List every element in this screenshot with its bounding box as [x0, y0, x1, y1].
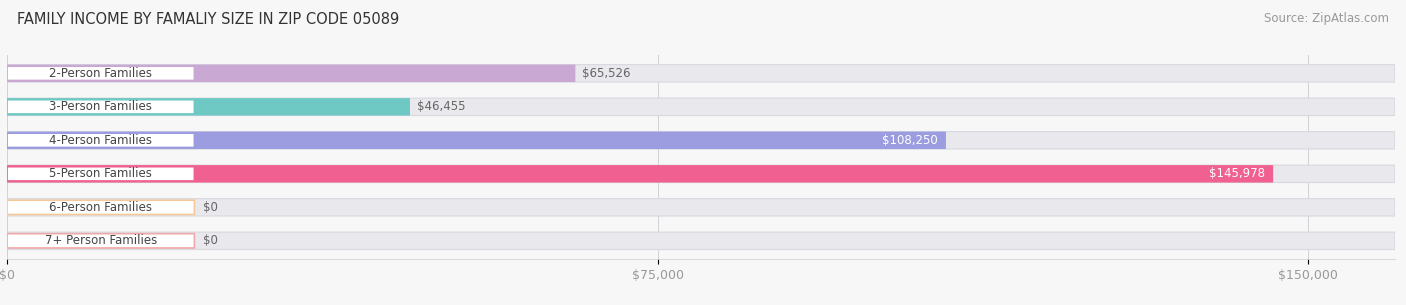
FancyBboxPatch shape: [7, 66, 194, 81]
Text: 2-Person Families: 2-Person Families: [49, 67, 152, 80]
Text: 3-Person Families: 3-Person Families: [49, 100, 152, 113]
Text: $0: $0: [202, 234, 218, 247]
FancyBboxPatch shape: [7, 132, 1395, 149]
FancyBboxPatch shape: [7, 65, 575, 82]
Text: 7+ Person Families: 7+ Person Families: [45, 234, 157, 247]
FancyBboxPatch shape: [7, 234, 194, 248]
FancyBboxPatch shape: [7, 165, 1395, 182]
Text: $0: $0: [202, 201, 218, 214]
FancyBboxPatch shape: [7, 199, 1395, 216]
FancyBboxPatch shape: [7, 65, 1395, 82]
Text: $145,978: $145,978: [1209, 167, 1265, 180]
FancyBboxPatch shape: [7, 132, 946, 149]
Text: Source: ZipAtlas.com: Source: ZipAtlas.com: [1264, 12, 1389, 25]
Text: FAMILY INCOME BY FAMALIY SIZE IN ZIP CODE 05089: FAMILY INCOME BY FAMALIY SIZE IN ZIP COD…: [17, 12, 399, 27]
Text: $108,250: $108,250: [882, 134, 938, 147]
Text: 5-Person Families: 5-Person Families: [49, 167, 152, 180]
FancyBboxPatch shape: [7, 133, 194, 147]
FancyBboxPatch shape: [7, 167, 194, 181]
Text: $65,526: $65,526: [582, 67, 631, 80]
FancyBboxPatch shape: [7, 200, 194, 214]
Text: 6-Person Families: 6-Person Families: [49, 201, 152, 214]
FancyBboxPatch shape: [7, 100, 194, 114]
FancyBboxPatch shape: [7, 98, 411, 116]
Text: $46,455: $46,455: [418, 100, 465, 113]
FancyBboxPatch shape: [7, 98, 1395, 116]
FancyBboxPatch shape: [7, 232, 1395, 249]
Text: 4-Person Families: 4-Person Families: [49, 134, 152, 147]
FancyBboxPatch shape: [7, 165, 1274, 182]
